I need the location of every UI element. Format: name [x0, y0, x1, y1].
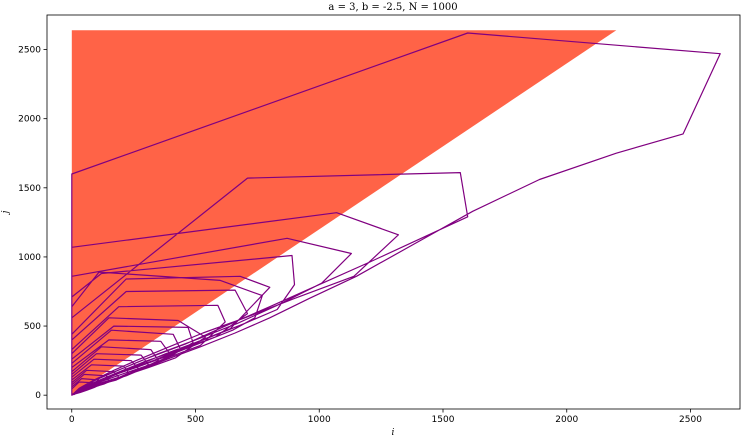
filled-region-layer [71, 30, 617, 396]
y-tick-label: 0 [35, 391, 41, 401]
series-layer [71, 32, 721, 396]
y-tick-label: 500 [24, 322, 41, 332]
x-tick-label: 1500 [432, 415, 455, 425]
y-axis-ticks: 0 500 1000 1500 2000 2500 [18, 46, 47, 401]
chart-title: a = 3, b = -2.5, N = 1000 [328, 2, 457, 13]
y-tick-label: 2500 [18, 46, 41, 56]
x-tick-label: 2500 [679, 415, 702, 425]
y-axis-label: j [1, 210, 11, 215]
x-tick-label: 1000 [308, 415, 331, 425]
y-tick-label: 1000 [18, 253, 41, 263]
filled-region [71, 30, 617, 396]
series-line-0 [71, 32, 721, 396]
plot-frame [46, 14, 741, 410]
y-tick-label: 1500 [18, 184, 41, 194]
x-tick-label: 500 [187, 415, 204, 425]
x-tick-label: 2000 [555, 415, 578, 425]
x-axis-label: i [392, 428, 395, 438]
x-tick-label: 0 [69, 415, 75, 425]
x-axis-ticks: 0 500 1000 1500 2000 2500 [69, 409, 702, 425]
y-tick-label: 2000 [18, 115, 41, 125]
